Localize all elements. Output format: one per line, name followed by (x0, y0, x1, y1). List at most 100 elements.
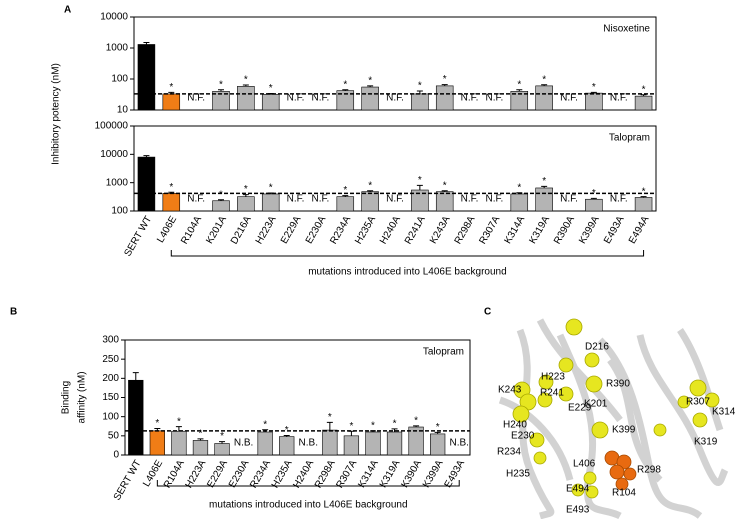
residue-label: K399 (612, 425, 636, 436)
y-tick-label: 300 (102, 335, 119, 346)
annotation: * (517, 79, 521, 90)
l406-spheres (604, 450, 637, 491)
x-tick-label: K399A (577, 214, 602, 246)
annotation: N.F. (187, 194, 205, 205)
y-tick-label: 250 (102, 354, 119, 365)
bar (535, 85, 553, 111)
annotation: * (542, 74, 546, 85)
error-bar (218, 89, 224, 92)
error-bar (640, 196, 647, 198)
annotation: * (368, 76, 372, 87)
error-bar (219, 441, 226, 444)
group-bracket (156, 480, 460, 487)
bar (171, 430, 187, 456)
x-tick-label: R241A (403, 214, 428, 246)
error-bar (342, 195, 349, 197)
annotation: N.F. (287, 93, 305, 104)
error-bar (541, 185, 548, 188)
y-tick-label: 1000 (106, 43, 129, 54)
bar (634, 197, 653, 212)
y-tick-label: 10 (117, 105, 129, 116)
residue-label: E230 (511, 431, 535, 442)
error-bar (413, 425, 420, 428)
y-axis-label: affinity (nM) (77, 371, 88, 423)
y-tick-label: 100 (102, 411, 119, 422)
residue-label: R298 (637, 465, 661, 476)
annotation: * (269, 183, 273, 194)
error-bar (516, 89, 523, 92)
y-tick-label: 150 (102, 392, 119, 403)
annotation: * (219, 189, 223, 200)
annotation: * (642, 186, 646, 197)
error-bar (326, 421, 333, 431)
x-tick-label: H223A (254, 214, 279, 246)
annotation: N.F. (560, 93, 578, 104)
plot-frame (133, 16, 657, 111)
annotation: * (418, 81, 422, 92)
annotation: * (263, 419, 267, 430)
x-tick-label: R234A (328, 214, 353, 246)
annotation: * (285, 425, 289, 436)
residue-label: R241 (540, 388, 564, 399)
annotation: N.B. (449, 438, 468, 449)
annotation: * (436, 422, 440, 433)
panel-letter: C (484, 307, 491, 318)
annotation: * (220, 431, 224, 442)
bar (361, 86, 379, 111)
error-bar (175, 426, 182, 432)
residue-label: R307 (686, 397, 710, 408)
panel-letter: B (10, 307, 17, 318)
residue-label: R104 (612, 488, 636, 499)
bar (257, 431, 273, 456)
residue-label: R390 (606, 379, 630, 390)
bar (237, 196, 255, 212)
x-tick-label: R307A (477, 214, 502, 246)
annotation: * (169, 82, 173, 93)
annotation: * (418, 175, 422, 186)
bar (343, 435, 360, 456)
x-tick-label: L406E (155, 214, 179, 245)
x-tick-label: K243A (428, 214, 453, 246)
annotation: N.F. (287, 194, 305, 205)
error-bar (143, 42, 150, 45)
y-tick-label: 1000 (106, 177, 129, 188)
x-tick-label: H240A (378, 214, 403, 246)
bar (149, 430, 165, 456)
error-bar (434, 431, 441, 434)
annotation: N.F. (312, 194, 330, 205)
x-tick-label: E230A (304, 214, 329, 246)
residue-label: K201 (584, 399, 608, 410)
error-bar (441, 190, 448, 192)
annotation: * (592, 82, 596, 93)
x-tick-label: K319A (527, 214, 552, 246)
error-bar (342, 89, 349, 91)
bar (386, 431, 403, 456)
plot-frame (133, 125, 657, 212)
bar (279, 436, 295, 456)
annotation: N.F. (461, 93, 479, 104)
x-tick-label: D216A (229, 214, 254, 246)
error-bar (416, 184, 423, 191)
bar (261, 94, 280, 111)
error-bar (218, 199, 224, 201)
error-bar (283, 434, 290, 437)
bar (162, 193, 181, 212)
residue-label: L406 (573, 459, 596, 470)
annotation: N.F. (312, 93, 330, 104)
error-bar (590, 91, 597, 94)
annotation: * (542, 176, 546, 187)
error-bar (348, 430, 355, 436)
bar (137, 44, 156, 111)
residue-label: E229 (568, 403, 592, 414)
bar (585, 92, 603, 111)
bar (634, 95, 653, 111)
bar (261, 193, 280, 212)
annotation: * (349, 421, 353, 432)
y-tick-label: 0 (113, 450, 119, 461)
annotation: * (269, 83, 273, 94)
bar (214, 443, 230, 456)
error-bar (132, 372, 139, 381)
annotation: * (219, 79, 223, 90)
bar (365, 431, 381, 456)
bar (128, 379, 144, 456)
